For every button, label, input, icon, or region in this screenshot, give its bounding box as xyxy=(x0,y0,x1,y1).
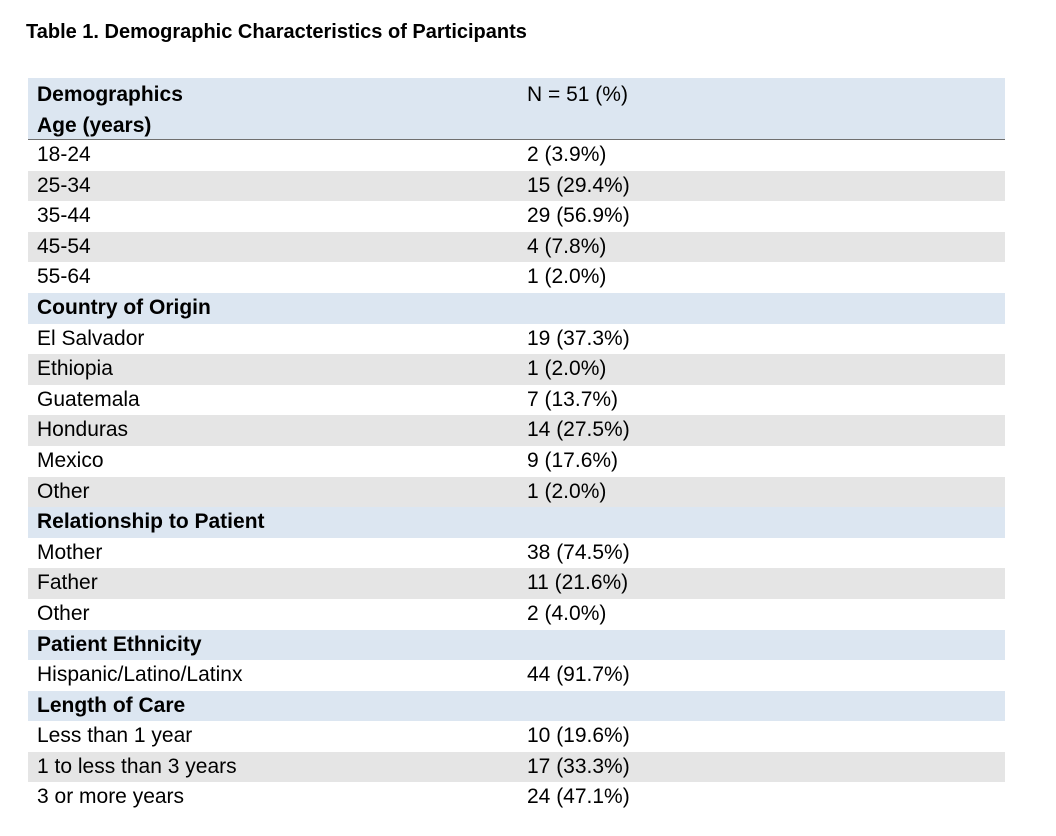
row-value: 7 (13.7%) xyxy=(527,387,619,411)
row-label: Father xyxy=(37,571,98,595)
row-value: 10 (19.6%) xyxy=(527,724,630,748)
row-label: 45-54 xyxy=(37,234,91,258)
table-row: 1 to less than 3 years 17 (33.3%) xyxy=(28,751,1005,783)
header-first-column: Demographics Age (years) xyxy=(37,80,183,141)
row-value: 11 (21.6%) xyxy=(527,571,629,595)
row-label: Honduras xyxy=(37,418,129,442)
table-row: 55-64 1 (2.0%) xyxy=(28,262,1005,293)
header-age-label: Age (years) xyxy=(37,113,152,137)
row-value: 2 (3.9%) xyxy=(527,143,607,166)
row-value: 29 (56.9%) xyxy=(527,204,630,228)
row-label: Other xyxy=(37,601,90,625)
row-value: 1 (2.0%) xyxy=(527,357,607,381)
row-value: 17 (33.3%) xyxy=(527,754,630,778)
table-section-row: Length of Care xyxy=(28,690,1005,722)
row-label: 18-24 xyxy=(37,143,91,166)
table-row: Guatemala 7 (13.7%) xyxy=(28,385,1005,416)
table-section-row: Patient Ethnicity xyxy=(28,629,1005,661)
row-label: Guatemala xyxy=(37,387,140,411)
row-value: 24 (47.1%) xyxy=(527,785,630,809)
section-label: Patient Ethnicity xyxy=(37,632,202,656)
row-value: 1 (2.0%) xyxy=(527,479,607,503)
row-value: 14 (27.5%) xyxy=(527,418,630,442)
row-label: 55-64 xyxy=(37,265,91,289)
table-row: Ethiopia 1 (2.0%) xyxy=(28,354,1005,385)
row-label: El Salvador xyxy=(37,326,145,350)
table-row: El Salvador 19 (37.3%) xyxy=(28,324,1005,355)
header-count-label: N = 51 (%) xyxy=(527,83,628,106)
row-value: 1 (2.0%) xyxy=(527,265,607,289)
row-value: 15 (29.4%) xyxy=(527,173,630,197)
table-section-row: Country of Origin xyxy=(28,292,1005,324)
table-row: 35-44 29 (56.9%) xyxy=(28,201,1005,232)
table-row: 45-54 4 (7.8%) xyxy=(28,231,1005,263)
section-label: Relationship to Patient xyxy=(37,510,265,534)
row-value: 38 (74.5%) xyxy=(527,540,630,564)
table-row: Other 1 (2.0%) xyxy=(28,476,1005,508)
row-value: 9 (17.6%) xyxy=(527,448,619,472)
row-value: 19 (37.3%) xyxy=(527,326,630,350)
row-label: 35-44 xyxy=(37,204,91,228)
table-section-row: Relationship to Patient xyxy=(28,507,1005,538)
table-header-row: Demographics Age (years) N = 51 (%) xyxy=(28,78,1005,140)
header-demographics-label: Demographics xyxy=(37,83,183,106)
row-label: Mother xyxy=(37,540,103,564)
table-body: 18-24 2 (3.9%) 25-34 15 (29.4%) 35-44 29 (56.… xyxy=(28,140,1005,813)
table-row: 18-24 2 (3.9%) xyxy=(28,140,1005,171)
row-label: Mexico xyxy=(37,448,104,472)
table-row: Father 11 (21.6%) xyxy=(28,568,1005,599)
row-label: Hispanic/Latino/Latinx xyxy=(37,663,243,687)
row-label: 25-34 xyxy=(37,173,91,197)
section-label: Country of Origin xyxy=(37,295,211,319)
table-row: Mexico 9 (17.6%) xyxy=(28,446,1005,477)
row-value: 4 (7.8%) xyxy=(527,234,607,258)
table-row: Hispanic/Latino/Latinx 44 (91.7%) xyxy=(28,660,1005,691)
row-label: Ethiopia xyxy=(37,357,113,381)
row-label: 3 or more years xyxy=(37,785,185,809)
table-row: Honduras 14 (27.5%) xyxy=(28,415,1005,446)
row-label: Other xyxy=(37,479,90,503)
table-row: 25-34 15 (29.4%) xyxy=(28,170,1005,202)
row-value: 44 (91.7%) xyxy=(527,663,630,687)
row-value: 2 (4.0%) xyxy=(527,601,607,625)
table-row: Mother 38 (74.5%) xyxy=(28,538,1005,569)
table-row: 3 or more years 24 (47.1%) xyxy=(28,782,1005,813)
demographics-table: Demographics Age (years) N = 51 (%) 18-2… xyxy=(28,78,1005,813)
table-caption: Table 1. Demographic Characteristics of … xyxy=(26,21,527,43)
row-label: Less than 1 year xyxy=(37,724,193,748)
section-label: Length of Care xyxy=(37,693,186,717)
table-row: Other 2 (4.0%) xyxy=(28,599,1005,630)
row-label: 1 to less than 3 years xyxy=(37,754,237,778)
table-row: Less than 1 year 10 (19.6%) xyxy=(28,721,1005,752)
